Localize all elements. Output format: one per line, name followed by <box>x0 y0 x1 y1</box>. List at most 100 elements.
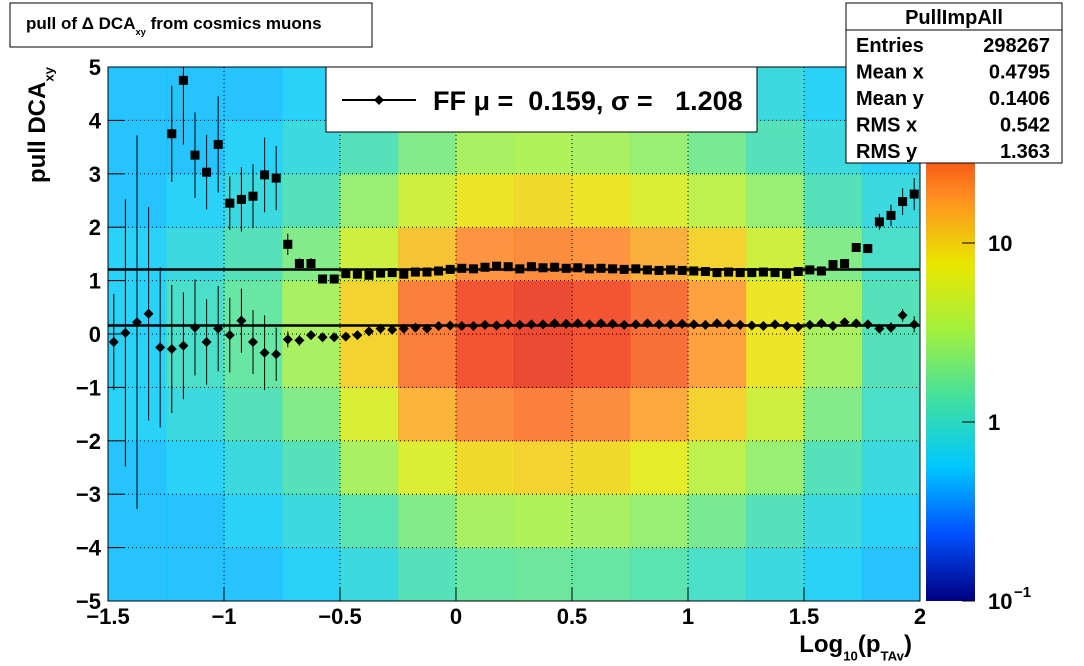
heat-cell <box>456 387 515 442</box>
heat-cell <box>572 173 631 228</box>
point <box>375 323 386 334</box>
point <box>909 319 920 330</box>
point <box>341 269 351 279</box>
point <box>654 265 664 275</box>
point <box>364 270 374 280</box>
heat-cell <box>398 547 457 601</box>
point <box>793 322 804 333</box>
point <box>422 267 432 277</box>
heat-cell <box>746 334 805 388</box>
heat-cell <box>572 494 631 549</box>
point <box>561 318 572 329</box>
point <box>410 322 421 333</box>
point <box>839 317 850 328</box>
heat-cell <box>862 227 920 282</box>
heat-cell <box>282 494 341 549</box>
point <box>828 260 838 270</box>
point <box>828 320 838 331</box>
point <box>108 337 119 348</box>
stats-label: Mean y <box>856 88 925 110</box>
point <box>724 267 734 277</box>
heat-cell <box>514 387 573 442</box>
point <box>863 244 873 254</box>
chart-title-part: xy <box>135 27 146 37</box>
heat-cell <box>224 227 283 282</box>
point <box>213 139 223 149</box>
heat-cell <box>166 67 225 121</box>
point <box>236 194 246 204</box>
title-box <box>9 2 373 48</box>
y-tick-label: −4 <box>76 536 102 561</box>
point <box>190 150 200 160</box>
heat-cell <box>746 387 805 442</box>
point <box>329 332 340 343</box>
point <box>398 323 409 334</box>
point <box>259 347 270 358</box>
point <box>619 319 630 330</box>
point <box>294 259 304 269</box>
point <box>851 242 861 252</box>
x-axis-label-part: Log <box>799 631 843 658</box>
point <box>317 332 328 343</box>
point <box>456 320 467 331</box>
point <box>538 263 548 273</box>
point <box>630 319 641 330</box>
point <box>770 319 780 330</box>
heat-cell <box>166 440 225 495</box>
y-tick-label: −1 <box>76 375 101 400</box>
point <box>840 259 850 269</box>
point <box>445 264 455 274</box>
heat-cell <box>398 440 457 495</box>
point <box>143 308 154 319</box>
point <box>526 319 537 330</box>
heat-cell <box>456 227 515 282</box>
heat-cell <box>224 547 283 601</box>
heat-cell <box>630 334 689 388</box>
point <box>804 319 815 330</box>
x-axis-label-part: (p <box>858 631 881 658</box>
point <box>642 265 652 275</box>
y-tick-label: 3 <box>89 162 101 187</box>
chart-title-part: from cosmics muons <box>146 14 322 33</box>
point <box>120 327 131 338</box>
stats-value: 0.1406 <box>989 88 1050 110</box>
heat-cell <box>282 227 341 282</box>
point <box>399 269 409 279</box>
heat-cell <box>282 173 341 228</box>
point <box>688 319 699 330</box>
heat-cell <box>862 547 920 601</box>
point <box>851 318 862 329</box>
point <box>677 318 688 329</box>
heat-cell <box>456 173 515 228</box>
point <box>340 331 351 342</box>
point <box>862 319 873 330</box>
heat-cell <box>108 67 167 121</box>
point <box>898 197 908 207</box>
point <box>874 217 884 227</box>
heat-cell <box>166 547 225 601</box>
point <box>816 266 826 276</box>
heat-cell <box>804 173 863 228</box>
heat-cell <box>746 440 805 495</box>
y-axis-label-part: xy <box>41 66 56 81</box>
point <box>376 268 386 278</box>
heat-cell <box>862 494 920 549</box>
heat-cell <box>862 440 920 495</box>
point <box>874 323 885 334</box>
heat-cell <box>746 494 805 549</box>
point <box>166 343 177 354</box>
heat-cell <box>630 547 689 601</box>
point <box>294 335 305 346</box>
heat-cell <box>340 387 399 442</box>
heat-cell <box>746 547 805 601</box>
heat-cell <box>224 440 283 495</box>
heat-cell <box>630 494 689 549</box>
x-tick-label: −1.5 <box>86 604 129 629</box>
x-tick-label: 0.5 <box>557 604 588 629</box>
point <box>422 323 432 334</box>
point <box>782 269 792 279</box>
point <box>712 268 722 278</box>
heat-cell <box>688 334 747 388</box>
point <box>178 340 189 351</box>
point <box>352 330 363 341</box>
